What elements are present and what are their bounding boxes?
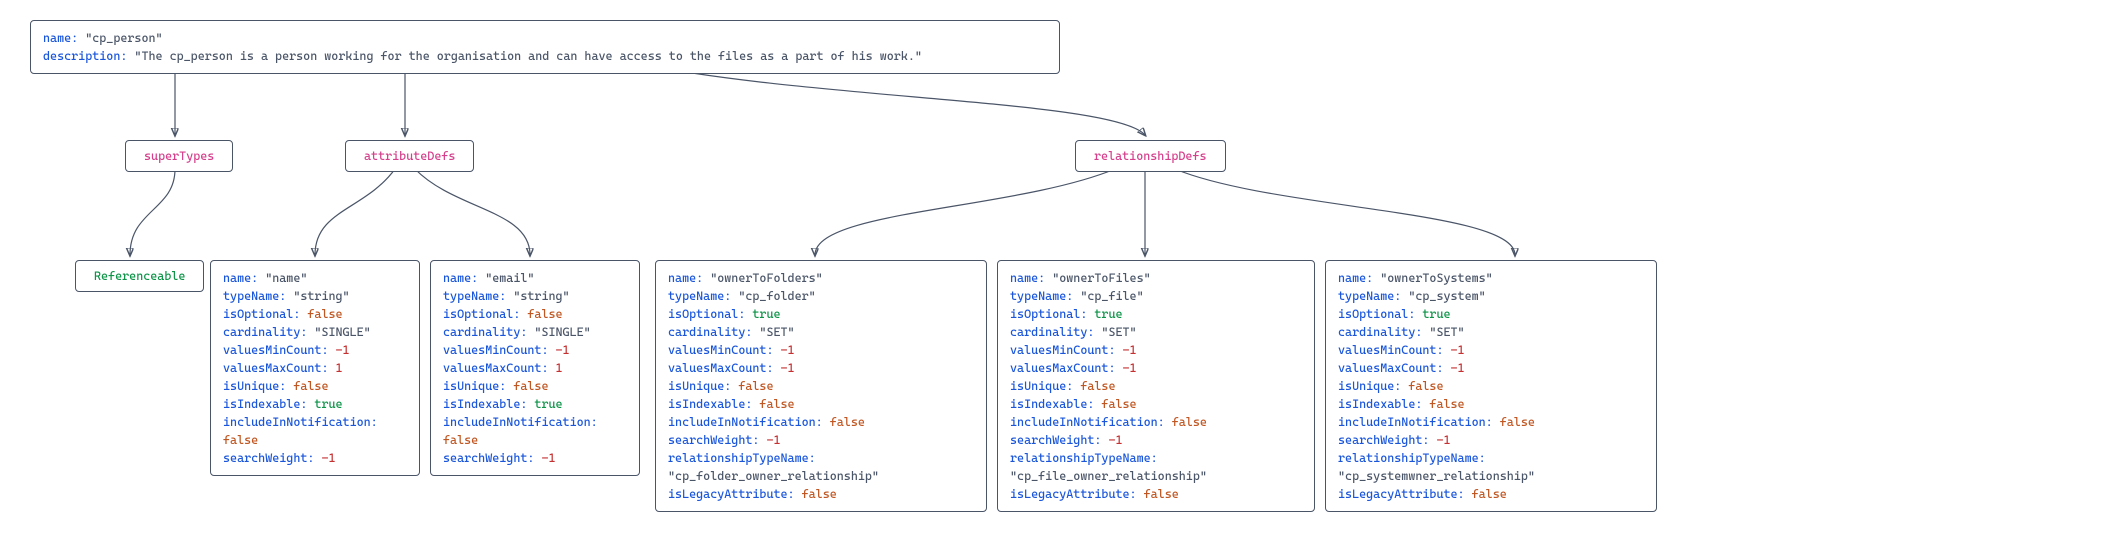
attributedefs-label: attributeDefs xyxy=(364,149,455,163)
supertypes-node: superTypes xyxy=(125,140,233,172)
root-desc-val: "The cp_person is a person working for t… xyxy=(134,49,922,63)
attributedefs-node: attributeDefs xyxy=(345,140,474,172)
rel2-node: name: "ownerToFiles" typeName: "cp_file"… xyxy=(997,260,1315,512)
referenceable-label: Referenceable xyxy=(94,269,185,283)
root-name-val: "cp_person" xyxy=(85,31,162,45)
root-name-key: name: xyxy=(43,31,78,45)
root-node: name: "cp_person" description: "The cp_p… xyxy=(30,20,1060,74)
referenceable-node: Referenceable xyxy=(75,260,204,292)
rel1-node: name: "ownerToFolders" typeName: "cp_fol… xyxy=(655,260,987,512)
attr2-node: name: "email" typeName: "string" isOptio… xyxy=(430,260,640,476)
attr1-node: name: "name" typeName: "string" isOption… xyxy=(210,260,420,476)
root-desc-key: description: xyxy=(43,49,127,63)
entity-diagram: name: "cp_person" description: "The cp_p… xyxy=(15,15,2108,526)
relationshipdefs-node: relationshipDefs xyxy=(1075,140,1226,172)
relationshipdefs-label: relationshipDefs xyxy=(1094,149,1207,163)
supertypes-label: superTypes xyxy=(144,149,214,163)
rel3-node: name: "ownerToSystems" typeName: "cp_sys… xyxy=(1325,260,1657,512)
